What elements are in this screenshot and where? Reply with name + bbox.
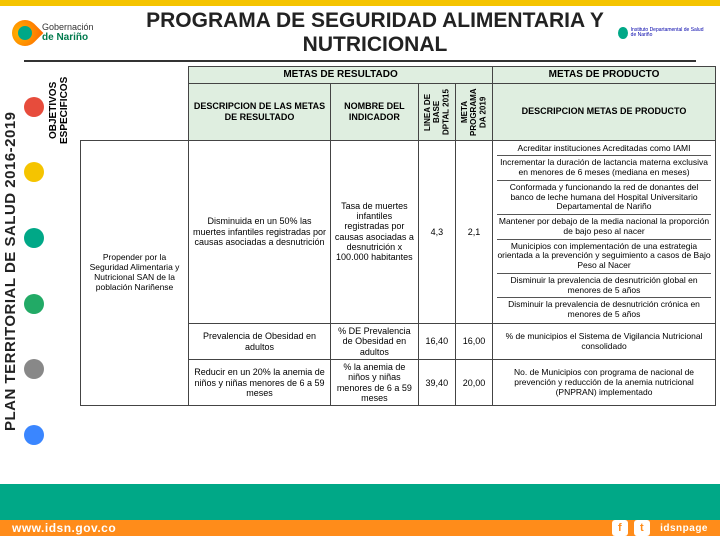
cell-meta: 16,00 bbox=[455, 323, 492, 359]
dim-icon bbox=[24, 425, 44, 445]
cell-ind: Tasa de muertes infantiles registradas p… bbox=[330, 140, 418, 323]
plan-label: PLAN TERRITORIAL DE SALUD 2016-2019 bbox=[0, 66, 21, 476]
table-wrap: METAS DE RESULTADO METAS DE PRODUCTO DES… bbox=[80, 66, 716, 406]
idsn-icon bbox=[618, 27, 628, 39]
dim-icon bbox=[24, 294, 44, 314]
content: OBJETIVOS ESPECIFICOS METAS DE RESULTADO… bbox=[48, 66, 720, 476]
prod-item: Mantener por debajo de la media nacional… bbox=[497, 217, 711, 237]
cell-desc: Reducir en un 20% la anemia de niños y n… bbox=[189, 360, 331, 406]
cell-base: 4,3 bbox=[418, 140, 455, 323]
gob-line2: de Nariño bbox=[42, 32, 88, 43]
footer: www.idsn.gov.co f t idsnpage bbox=[0, 484, 720, 540]
prod-item: Municipios con implementación de una est… bbox=[497, 242, 711, 271]
cell-prod: % de municipios el Sistema de Vigilancia… bbox=[493, 323, 716, 359]
dim-icon bbox=[24, 162, 44, 182]
th-prod: DESCRIPCION METAS DE PRODUCTO bbox=[493, 83, 716, 140]
objetivos-label: OBJETIVOS ESPECIFICOS bbox=[48, 74, 70, 146]
prod-item: Acreditar instituciones Acreditadas como… bbox=[497, 144, 711, 154]
twitter-icon: t bbox=[634, 520, 650, 536]
footer-tag: idsnpage bbox=[660, 523, 708, 534]
cell-desc: Prevalencia de Obesidad en adultos bbox=[189, 323, 331, 359]
prod-item: Conformada y funcionando la red de donan… bbox=[497, 183, 711, 212]
cell-meta: 20,00 bbox=[455, 360, 492, 406]
metas-table: METAS DE RESULTADO METAS DE PRODUCTO DES… bbox=[80, 66, 716, 406]
main: PLAN TERRITORIAL DE SALUD 2016-2019 OBJE… bbox=[0, 66, 720, 476]
cell-ind: % la anemia de niños y niñas menores de … bbox=[330, 360, 418, 406]
dim-icon bbox=[24, 359, 44, 379]
table-row: Propender por la Seguridad Alimentaria y… bbox=[81, 140, 716, 323]
obj-cell: Propender por la Seguridad Alimentaria y… bbox=[81, 140, 189, 406]
dim-icon bbox=[24, 228, 44, 248]
prod-item: Disminuir la prevalencia de desnutrición… bbox=[497, 300, 711, 320]
header-rule bbox=[24, 60, 696, 62]
prod-item: Incrementar la duración de lactancia mat… bbox=[497, 158, 711, 178]
th-base: LINEA DE BASE DPTAL 2015 bbox=[418, 83, 455, 140]
cell-desc: Disminuida en un 50% las muertes infanti… bbox=[189, 140, 331, 323]
idsn-text: Instituto Departamental de Salud de Nari… bbox=[631, 28, 708, 38]
footer-green bbox=[0, 484, 720, 520]
cell-base: 39,40 bbox=[418, 360, 455, 406]
th-resultado: METAS DE RESULTADO bbox=[189, 67, 493, 84]
th-meta-text: META PROGRAMA DA 2019 bbox=[459, 86, 489, 138]
gob-line1: Gobernación bbox=[42, 23, 94, 33]
header-row-groups: METAS DE RESULTADO METAS DE PRODUCTO bbox=[81, 67, 716, 84]
th-producto: METAS DE PRODUCTO bbox=[493, 67, 716, 84]
cell-meta: 2,1 bbox=[455, 140, 492, 323]
th-base-text: LINEA DE BASE DPTAL 2015 bbox=[422, 86, 452, 138]
footer-orange: www.idsn.gov.co f t idsnpage bbox=[0, 520, 720, 536]
facebook-icon: f bbox=[612, 520, 628, 536]
gob-text: Gobernación de Nariño bbox=[42, 23, 94, 44]
header: Gobernación de Nariño PROGRAMA DE SEGURI… bbox=[0, 6, 720, 60]
icon-column bbox=[21, 66, 47, 476]
th-ind: NOMBRE DEL INDICADOR bbox=[330, 83, 418, 140]
logo-gobernacion: Gobernación de Nariño bbox=[12, 12, 132, 54]
logo-idsn: Instituto Departamental de Salud de Nari… bbox=[618, 12, 708, 54]
cell-base: 16,40 bbox=[418, 323, 455, 359]
page-title: PROGRAMA DE SEGURIDAD ALIMENTARIA Y NUTR… bbox=[140, 9, 610, 57]
cell-prod: Acreditar instituciones Acreditadas como… bbox=[493, 140, 716, 323]
footer-url: www.idsn.gov.co bbox=[12, 521, 116, 535]
prod-item: Disminuir la prevalencia de desnutrición… bbox=[497, 276, 711, 296]
th-desc: DESCRIPCION DE LAS METAS DE RESULTADO bbox=[189, 83, 331, 140]
social: f t idsnpage bbox=[612, 520, 720, 536]
dim-icon bbox=[24, 97, 44, 117]
heart-icon bbox=[7, 15, 44, 52]
cell-ind: % DE Prevalencia de Obesidad en adultos bbox=[330, 323, 418, 359]
th-meta: META PROGRAMA DA 2019 bbox=[455, 83, 492, 140]
sidebar: PLAN TERRITORIAL DE SALUD 2016-2019 bbox=[0, 66, 48, 476]
cell-prod: No. de Municipios con programa de nacion… bbox=[493, 360, 716, 406]
